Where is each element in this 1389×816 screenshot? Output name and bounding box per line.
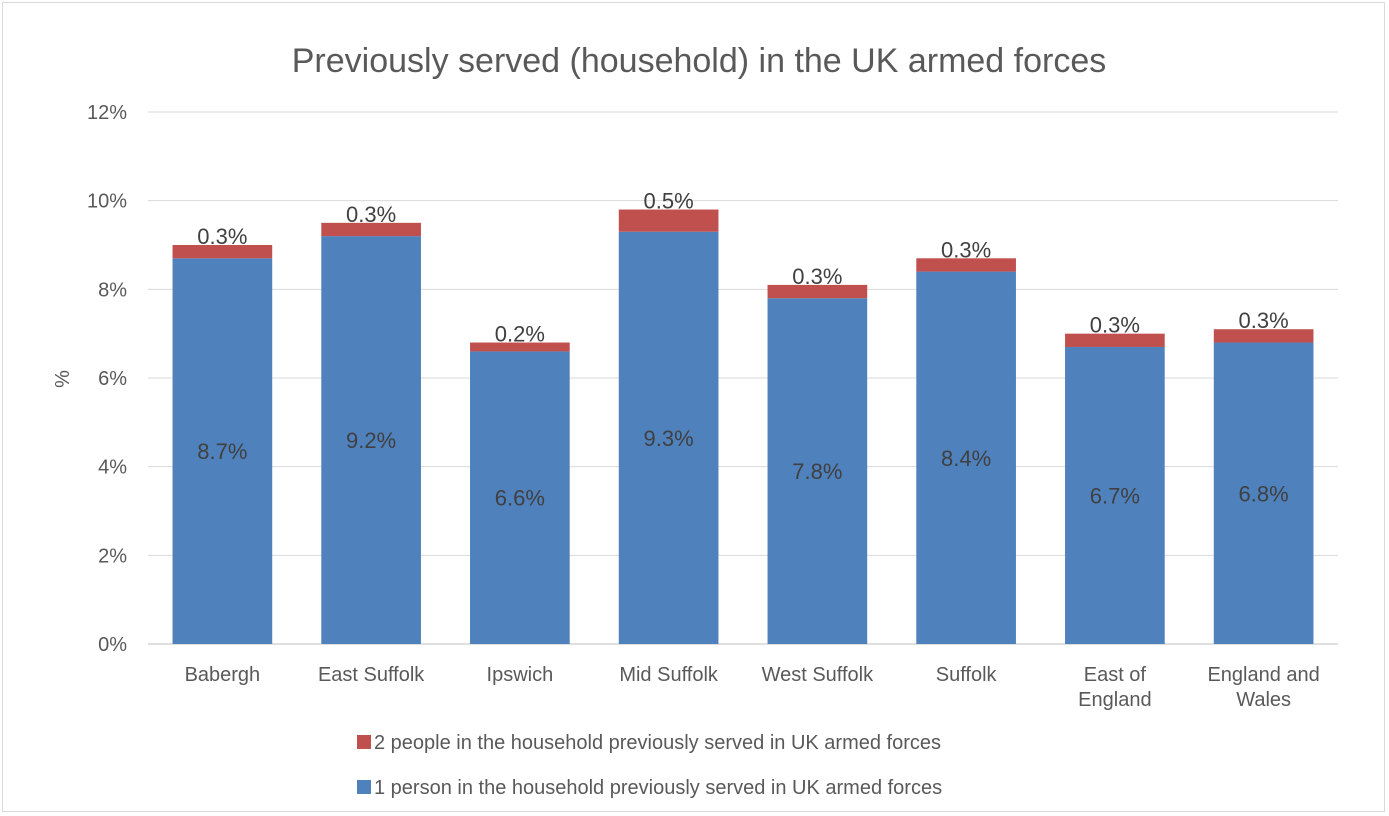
bars [172,209,1314,644]
data-label: 8.4% [941,446,991,471]
y-tick-label: 0% [98,634,127,656]
legend-entry: 2 people in the household previously ser… [374,732,941,754]
legend-swatch [357,735,371,749]
x-category-label-line: East of [1084,664,1147,686]
y-tick-label: 2% [98,545,127,567]
chart-title: Previously served (household) in the UK … [292,42,1107,80]
data-label: 0.3% [346,202,396,227]
y-axis-label: % [52,370,74,388]
data-label: 7.8% [792,459,842,484]
x-category-label-line: Suffolk [936,664,998,686]
bar-segment-2-people [1213,329,1314,343]
bar-segment-1-person [1213,342,1314,644]
x-category-label-line: West Suffolk [762,664,875,686]
bar-segment-1-person [767,298,868,644]
bar-segment-2-people [767,284,868,299]
x-category-label: East of England [1078,664,1151,711]
y-tick-label: 10% [87,191,127,213]
legend-entry: 1 person in the household previously ser… [374,777,942,799]
bar-segment-1-person [1065,346,1165,644]
bar-segment-1-person [618,231,719,644]
bar-segment-1-person [172,258,273,644]
x-category-label: Babergh [185,664,261,686]
data-label: 0.5% [644,189,694,214]
data-label: 8.7% [197,439,247,464]
x-axis-categories: Babergh East Suffolk Ipswich Mid Suffolk Wes… [185,664,1320,711]
data-label: 6.8% [1239,481,1289,506]
data-label: 6.6% [495,486,545,511]
x-category-label: England and Wales [1207,664,1319,711]
x-category-label-line: Mid Suffolk [619,664,719,686]
bar-segment-2-people [321,222,421,237]
x-category-label: West Suffolk [762,664,875,686]
x-category-label-line: Wales [1236,689,1291,711]
x-category-label: East Suffolk [318,664,425,686]
bar-segment-2-people [172,245,273,259]
x-category-label-line: England [1078,689,1151,711]
x-category-label-line: Babergh [185,664,261,686]
y-tick-label: 4% [98,457,127,479]
stacked-bar-chart: Previously served (household) in the UK … [52,42,1338,799]
data-label: 0.3% [792,264,842,289]
data-label: 0.2% [495,322,545,347]
x-category-label-line: Ipswich [487,664,554,686]
bar-segment-2-people [1065,333,1165,347]
y-tick-label: 8% [98,279,127,301]
bar-segment-2-people [470,342,570,352]
data-label: 0.3% [1239,308,1289,333]
bar-segment-2-people [916,258,1016,272]
bar-segment-1-person [321,236,421,644]
data-label: 0.3% [1090,313,1140,338]
y-axis-ticks: 0% 2% 4% 6% 8% 10% 12% [87,102,127,656]
x-category-label: Ipswich [487,664,554,686]
x-category-label: Suffolk [936,664,998,686]
data-label: 6.7% [1090,483,1140,508]
legend-swatch [357,780,371,794]
legend: 2 people in the household previously ser… [357,732,942,799]
x-category-label-line: East Suffolk [318,664,425,686]
data-labels: 8.7% 0.3% 9.2% 0.3% 6.6% 0.2% 9.3% 0.5% 7.8% 0.3%… [197,189,1288,511]
x-category-label: Mid Suffolk [619,664,719,686]
bar-segment-1-person [916,271,1016,644]
bar-segment-1-person [470,351,570,644]
bar-segment-2-people [618,209,719,232]
data-label: 0.3% [197,224,247,249]
y-tick-label: 6% [98,368,127,390]
data-label: 0.3% [941,237,991,262]
y-tick-label: 12% [87,102,127,124]
data-label: 9.3% [644,426,694,451]
data-label: 9.2% [346,428,396,453]
x-category-label-line: England and [1207,664,1319,686]
